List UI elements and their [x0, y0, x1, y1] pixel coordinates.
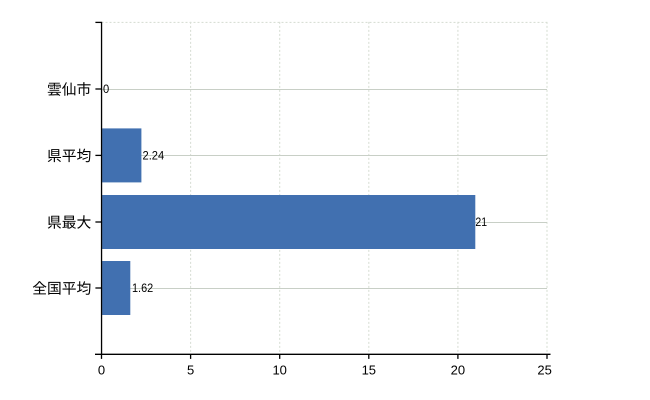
svg-text:15: 15	[362, 363, 376, 378]
svg-text:1.62: 1.62	[132, 281, 153, 295]
svg-text:0: 0	[103, 82, 109, 96]
svg-text:21: 21	[475, 215, 487, 229]
svg-text:10: 10	[272, 363, 286, 378]
svg-text:20: 20	[451, 363, 465, 378]
svg-text:2.24: 2.24	[143, 148, 165, 162]
svg-text:0: 0	[98, 363, 105, 378]
svg-text:5: 5	[187, 363, 194, 378]
svg-text:25: 25	[537, 363, 551, 378]
